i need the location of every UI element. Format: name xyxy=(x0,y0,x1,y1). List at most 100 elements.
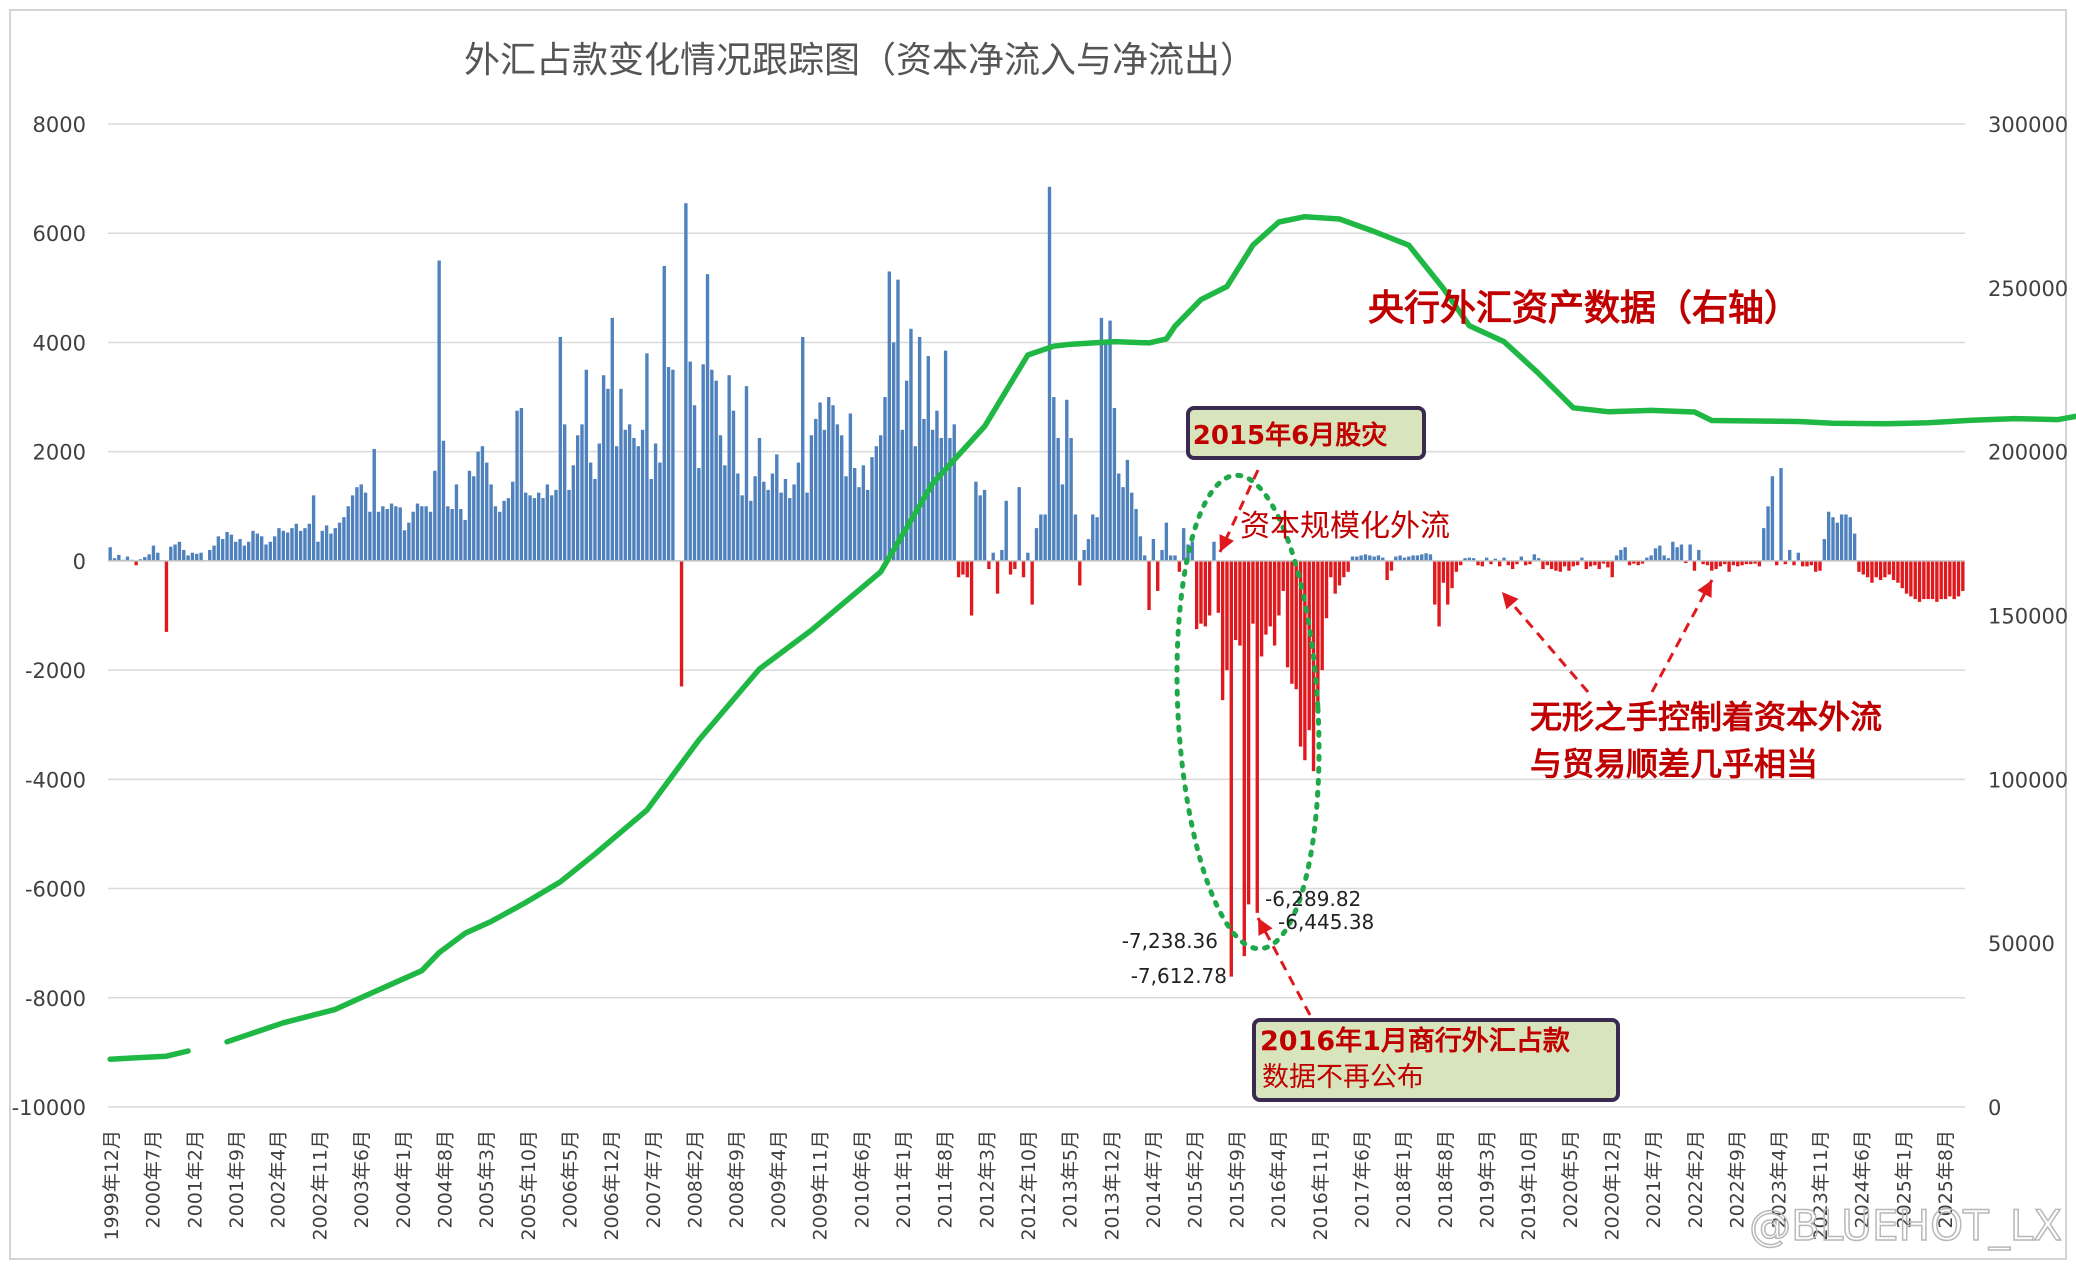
bar xyxy=(1255,560,1259,913)
x-tick-label: 2013年12月 xyxy=(1101,1130,1123,1241)
x-tick-label: 2002年11月 xyxy=(309,1130,331,1241)
bar xyxy=(978,495,982,561)
bar xyxy=(1701,560,1705,565)
bar xyxy=(1865,560,1870,578)
line-legend-text: 央行外汇资产数据（右轴） xyxy=(1368,288,1800,329)
bar xyxy=(1381,557,1385,561)
bar xyxy=(991,552,995,561)
right-tick-label: 50000 xyxy=(1988,932,2055,956)
bar xyxy=(450,509,454,561)
bar xyxy=(562,424,567,561)
bar xyxy=(736,473,740,561)
x-tick-label: 2023年11月 xyxy=(1810,1130,1832,1241)
bar xyxy=(1065,399,1069,561)
x-axis-tick-labels: 1999年12月 2000年7月 2001年2月 2001年9月 2002年4月 2002… xyxy=(101,1130,1957,1241)
bar xyxy=(398,507,402,561)
bar xyxy=(290,528,294,561)
bar xyxy=(1952,560,1956,600)
bar xyxy=(1268,560,1272,627)
bar xyxy=(610,317,614,561)
bar xyxy=(818,402,822,561)
data-label: -6,289.82 xyxy=(1265,887,1361,911)
bar xyxy=(372,448,376,561)
bar xyxy=(943,350,948,561)
bar xyxy=(1047,186,1052,561)
x-tick-label: 2005年3月 xyxy=(476,1130,498,1228)
bar xyxy=(1779,468,1783,561)
bar xyxy=(1809,560,1814,566)
bar xyxy=(363,492,368,561)
bar xyxy=(1238,560,1242,646)
bar xyxy=(775,454,779,561)
bar xyxy=(229,534,234,561)
bar xyxy=(801,336,805,561)
line-series-path xyxy=(107,213,2076,1062)
x-tick-label: 2018年1月 xyxy=(1393,1130,1415,1228)
bar xyxy=(446,506,450,561)
bar xyxy=(1415,555,1420,561)
x-tick-label: 2015年2月 xyxy=(1185,1130,1207,1228)
x-tick-label: 2016年4月 xyxy=(1268,1130,1290,1228)
x-tick-label: 2007年7月 xyxy=(643,1130,665,1228)
stop-publish-text-2: 数据不再公布 xyxy=(1262,1062,1424,1093)
stop-publish-box xyxy=(1252,1018,1620,1102)
bar xyxy=(697,468,701,561)
bar xyxy=(1506,560,1511,566)
bar xyxy=(662,265,666,561)
bar xyxy=(1549,560,1554,570)
bar xyxy=(623,429,627,561)
x-tick-label: 2004年1月 xyxy=(393,1130,415,1228)
bar xyxy=(1562,560,1567,567)
left-axis-tick-labels: 8000 6000 4000 2000 0 -2000 -4000 -6000 -8000 -10… xyxy=(12,113,86,1120)
bar xyxy=(809,435,814,561)
bar xyxy=(1329,560,1333,578)
bar xyxy=(744,386,749,561)
bar xyxy=(125,556,130,561)
x-tick-label: 2019年3月 xyxy=(1477,1130,1499,1228)
bar xyxy=(1467,557,1472,561)
bar xyxy=(969,560,974,616)
bar xyxy=(1567,560,1571,571)
bar xyxy=(195,553,199,561)
bar xyxy=(1489,560,1493,565)
x-tick-label: 1999年12月 xyxy=(101,1130,123,1241)
bar xyxy=(1684,560,1688,564)
bar xyxy=(298,530,303,561)
bar xyxy=(606,388,610,561)
bar xyxy=(337,522,342,561)
bar xyxy=(1805,560,1809,567)
bar xyxy=(1523,560,1528,566)
bar xyxy=(857,487,861,561)
bar xyxy=(333,528,337,561)
bar xyxy=(1796,552,1801,561)
bar xyxy=(173,544,177,561)
bar xyxy=(1121,487,1125,561)
bar xyxy=(1173,555,1177,561)
bar xyxy=(1619,549,1623,561)
bar xyxy=(580,424,584,561)
bar xyxy=(1303,560,1307,761)
bar xyxy=(1298,560,1303,747)
x-tick-label: 2012年10月 xyxy=(1018,1130,1040,1241)
bar xyxy=(1614,555,1619,561)
bar xyxy=(208,549,212,561)
bar xyxy=(1922,560,1926,600)
bar xyxy=(1917,560,1922,602)
x-tick-label: 2025年8月 xyxy=(1935,1130,1957,1228)
bar xyxy=(1095,517,1099,561)
bar xyxy=(671,369,675,561)
data-label: -7,612.78 xyxy=(1131,964,1227,988)
bar xyxy=(922,418,926,561)
bar xyxy=(1697,549,1701,561)
bar xyxy=(459,509,463,561)
bar xyxy=(883,397,887,561)
bar xyxy=(1143,555,1147,561)
bar xyxy=(550,495,554,561)
bar xyxy=(1039,514,1043,561)
bar xyxy=(1545,560,1549,566)
bar xyxy=(1736,560,1740,567)
bar xyxy=(1372,556,1376,561)
bar xyxy=(545,484,550,561)
bar xyxy=(948,438,952,561)
bar xyxy=(874,446,879,561)
